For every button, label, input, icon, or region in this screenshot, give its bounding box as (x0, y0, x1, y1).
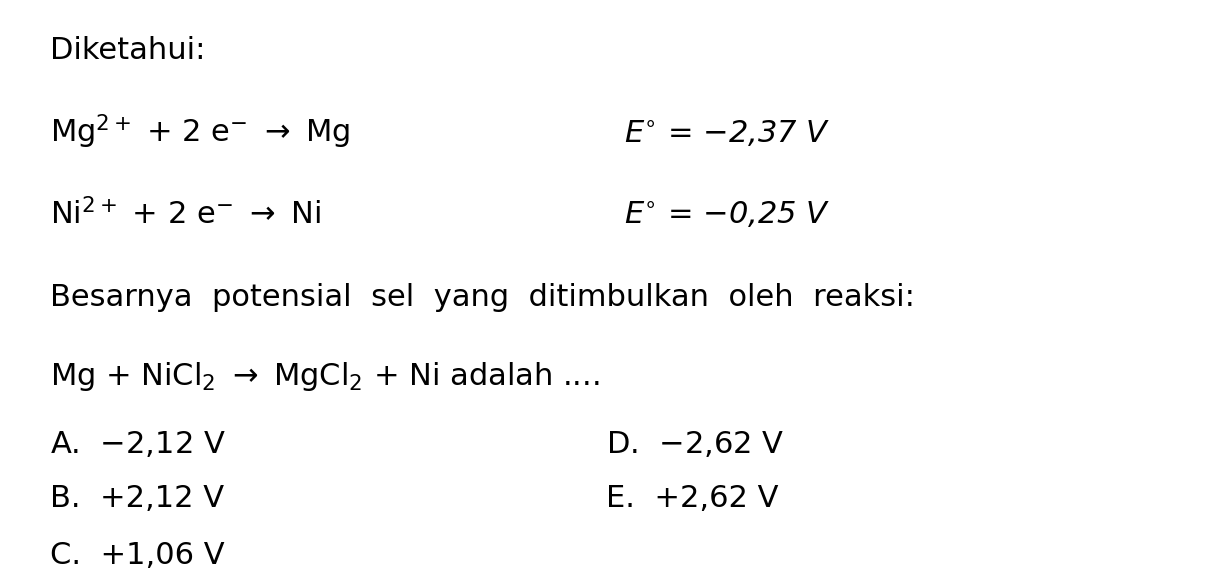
Text: Mg + NiCl$_{2}$ $\rightarrow$ MgCl$_{2}$ + Ni adalah ....: Mg + NiCl$_{2}$ $\rightarrow$ MgCl$_{2}$… (50, 360, 600, 393)
Text: Diketahui:: Diketahui: (50, 35, 205, 65)
Text: E.  +2,62 V: E. +2,62 V (606, 484, 778, 513)
Text: D.  $-$2,62 V: D. $-$2,62 V (606, 428, 784, 459)
Text: Besarnya  potensial  sel  yang  ditimbulkan  oleh  reaksi:: Besarnya potensial sel yang ditimbulkan … (50, 283, 915, 312)
Text: B.  +2,12 V: B. +2,12 V (50, 484, 224, 513)
Text: A.  $-$2,12 V: A. $-$2,12 V (50, 428, 225, 459)
Text: Mg$^{2+}$ + 2 e$^{-}$ $\rightarrow$ Mg: Mg$^{2+}$ + 2 e$^{-}$ $\rightarrow$ Mg (50, 113, 350, 151)
Text: $E$$^{\circ}$ = $-$0,25 V: $E$$^{\circ}$ = $-$0,25 V (624, 200, 830, 230)
Text: $E$$^{\circ}$ = $-$2,37 V: $E$$^{\circ}$ = $-$2,37 V (624, 118, 830, 149)
Text: C.  +1,06 V: C. +1,06 V (50, 541, 224, 570)
Text: Ni$^{2+}$ + 2 e$^{-}$ $\rightarrow$ Ni: Ni$^{2+}$ + 2 e$^{-}$ $\rightarrow$ Ni (50, 198, 321, 230)
